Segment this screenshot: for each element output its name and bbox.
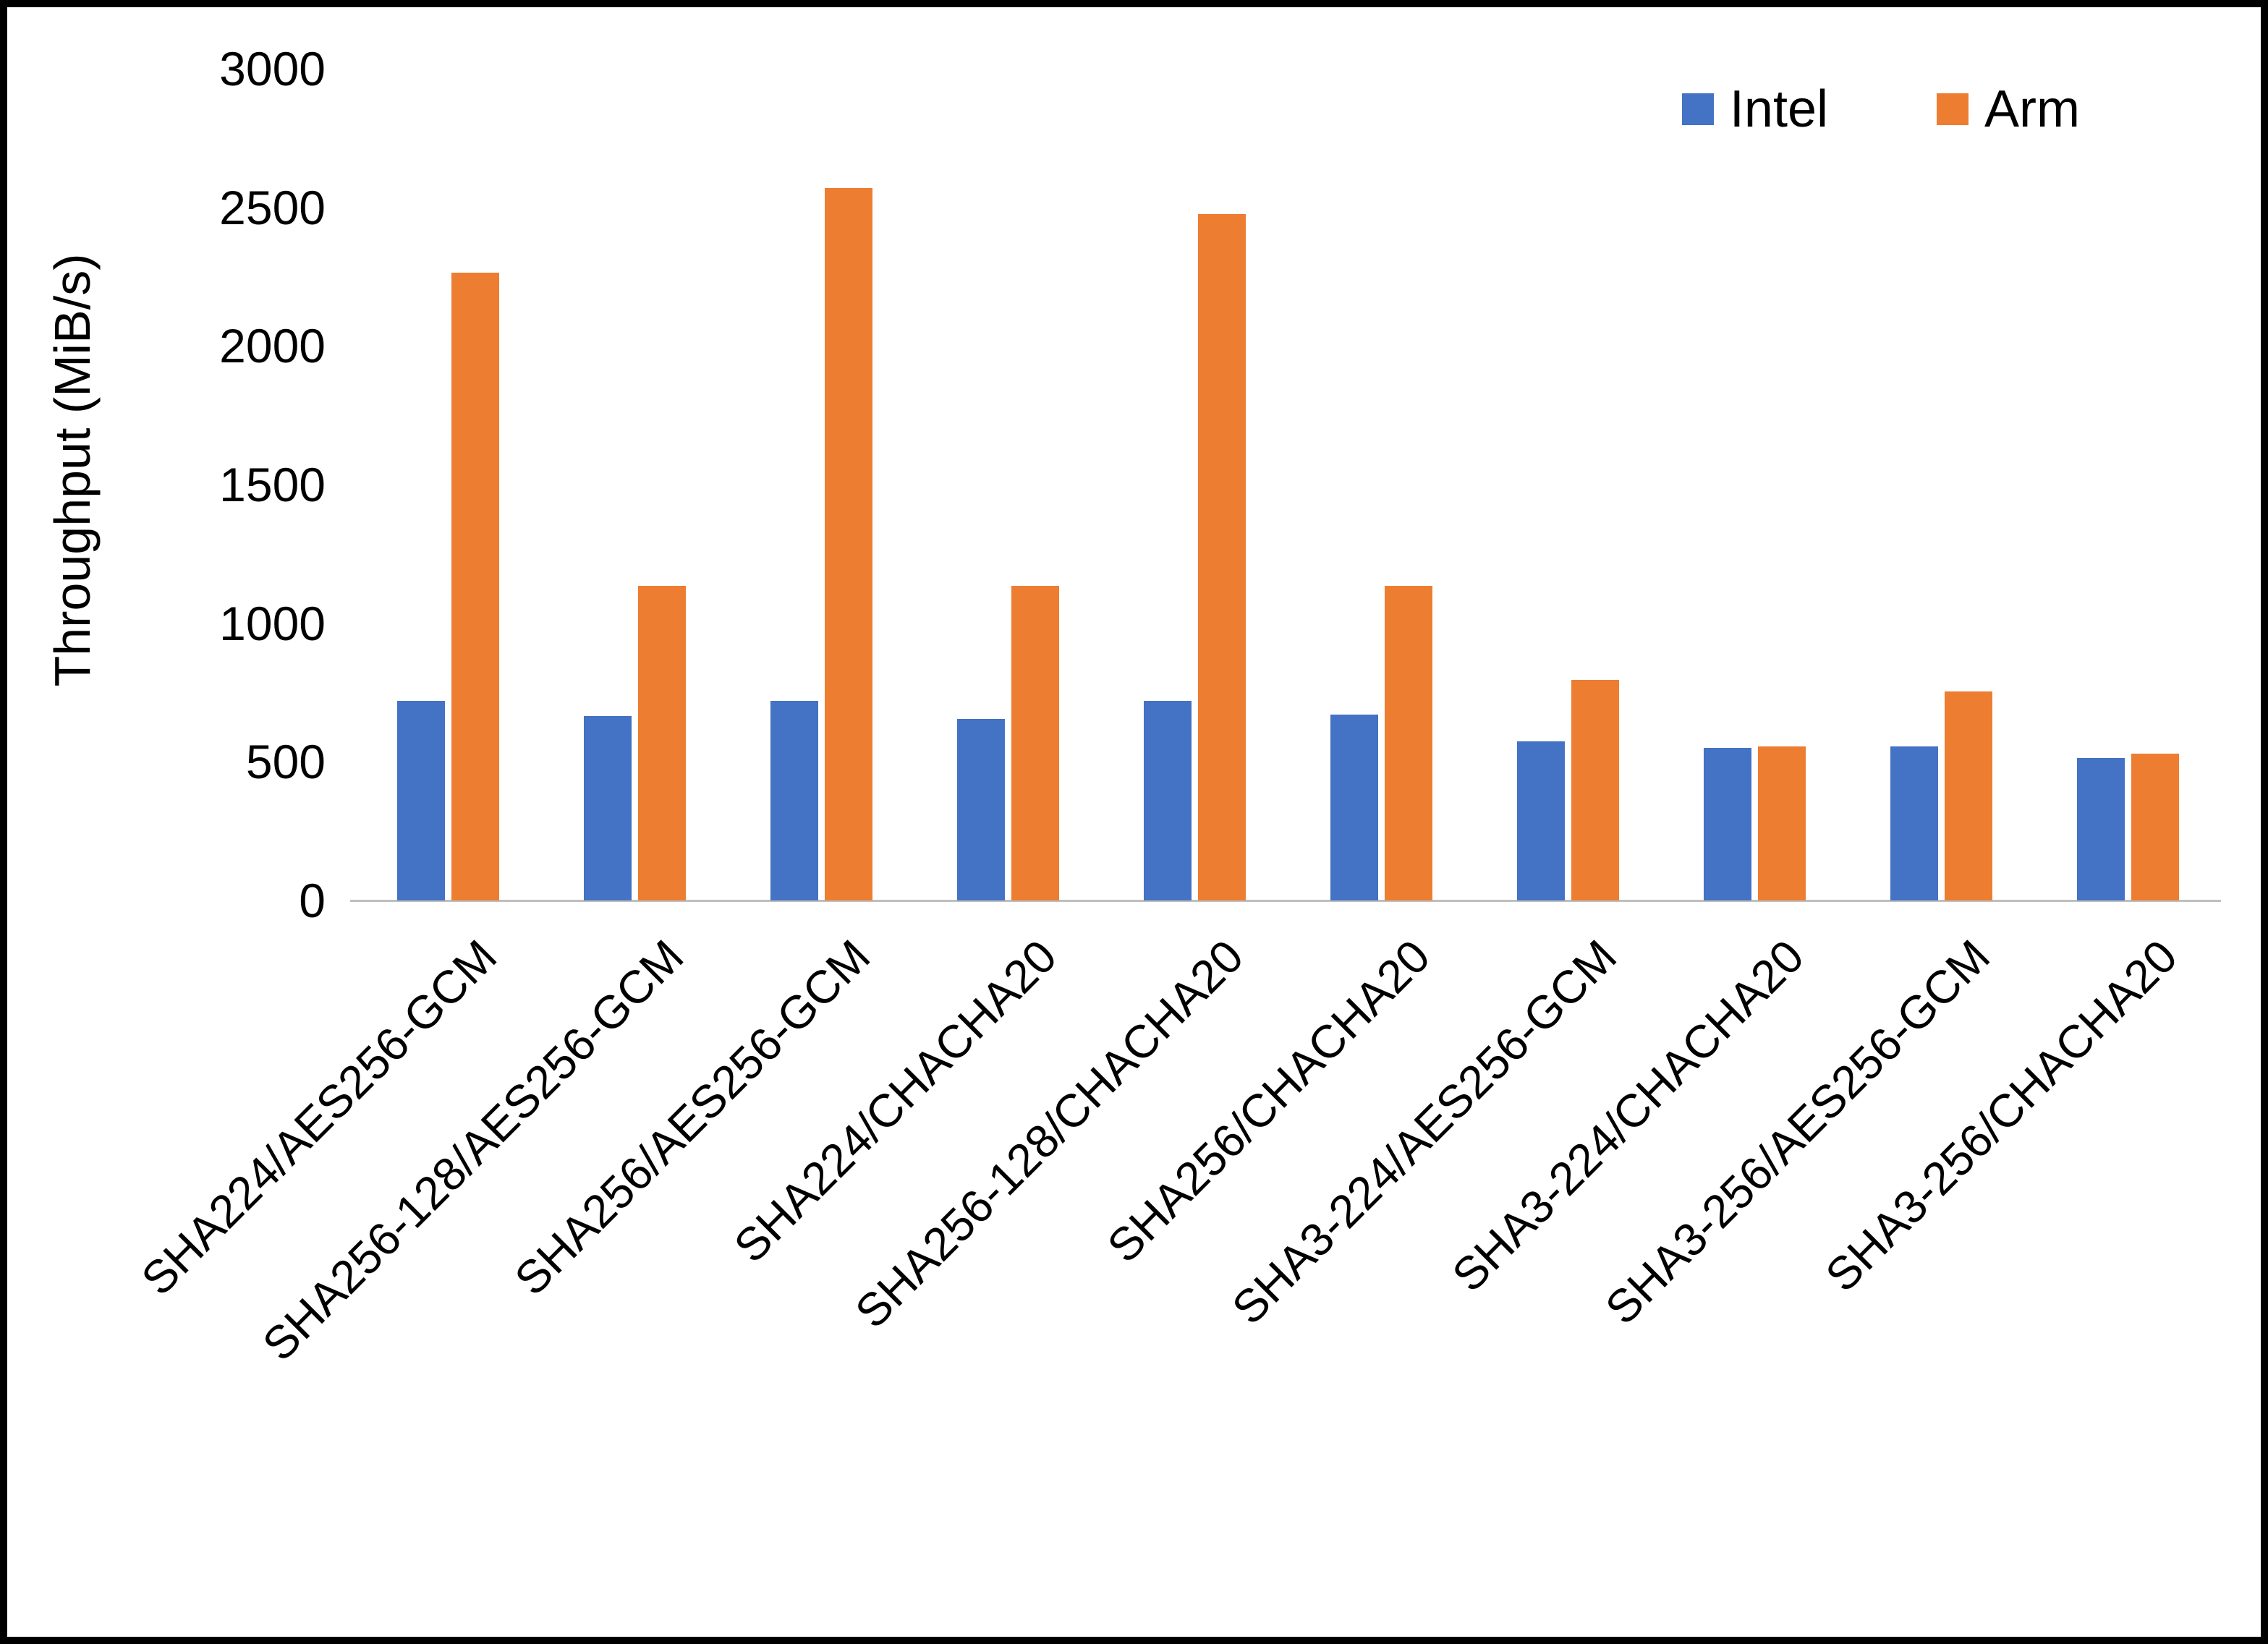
bar-arm (1384, 585, 1432, 900)
bar-group (1848, 69, 2034, 900)
bar-arm (637, 585, 686, 900)
bar-intel (770, 701, 818, 900)
y-tick-label: 2000 (219, 319, 326, 373)
x-category-label: SHA3-256/AES256-GCM (1595, 929, 2000, 1334)
bar-arm (2131, 753, 2179, 900)
bar-intel (1516, 741, 1565, 900)
y-tick-label: 3000 (219, 42, 326, 95)
bar-group (354, 69, 541, 900)
bar-group (1101, 69, 1288, 900)
y-tick-label: 2500 (219, 180, 326, 234)
x-category-label: SHA224/AES256-GCM (131, 929, 507, 1306)
bar-intel (1890, 746, 1938, 900)
bar-intel (396, 701, 445, 900)
bar-arm (824, 187, 872, 900)
plot-area (350, 69, 2221, 902)
legend-label-arm: Arm (1984, 80, 2080, 138)
bar-arm (1571, 680, 1619, 900)
bar-intel (1143, 701, 1192, 900)
x-category-label: SHA256-128/CHACHA20 (845, 929, 1254, 1338)
bar-intel (1330, 715, 1378, 900)
bar-intel (2076, 757, 2125, 900)
legend-label-intel: Intel (1729, 80, 1829, 138)
legend: Intel Arm (1681, 80, 2080, 139)
bar-group (728, 69, 914, 900)
x-category-label: SHA224/CHACHA20 (724, 929, 1067, 1273)
bar-arm (1944, 691, 1992, 900)
bar-intel (583, 716, 632, 900)
legend-item-intel: Intel (1681, 80, 1829, 139)
y-tick-label: 0 (299, 874, 326, 927)
x-category-label: SHA3-256/CHACHA20 (1814, 929, 2187, 1302)
x-category-label: SHA3-224/AES256-GCM (1222, 929, 1627, 1334)
x-category-label: SHA256/AES256-GCM (504, 929, 880, 1306)
x-category-label: SHA256/CHACHA20 (1097, 929, 1440, 1273)
bar-group (1288, 69, 1474, 900)
y-axis-title: Throughput (MiB/s) (44, 253, 101, 687)
bar-arm (1011, 585, 1059, 900)
bar-arm (1757, 746, 1806, 900)
y-tick-label: 1000 (219, 596, 326, 650)
bar-intel (1703, 748, 1751, 900)
bar-arm (451, 272, 499, 900)
bar-arm (1197, 214, 1246, 900)
x-category-label: SHA3-224/CHACHA20 (1441, 929, 1814, 1302)
bar-group (1661, 69, 1848, 900)
bar-group (2034, 69, 2221, 900)
legend-item-arm: Arm (1937, 80, 2080, 139)
legend-swatch-intel (1681, 93, 1714, 125)
y-tick-label: 1500 (219, 458, 326, 511)
y-tick-label: 500 (245, 735, 326, 789)
bar-group (914, 69, 1101, 900)
bar-intel (956, 718, 1005, 900)
x-axis-line (350, 900, 2221, 902)
bar-group (1474, 69, 1661, 900)
bar-group (541, 69, 728, 900)
legend-swatch-arm (1937, 93, 1969, 125)
